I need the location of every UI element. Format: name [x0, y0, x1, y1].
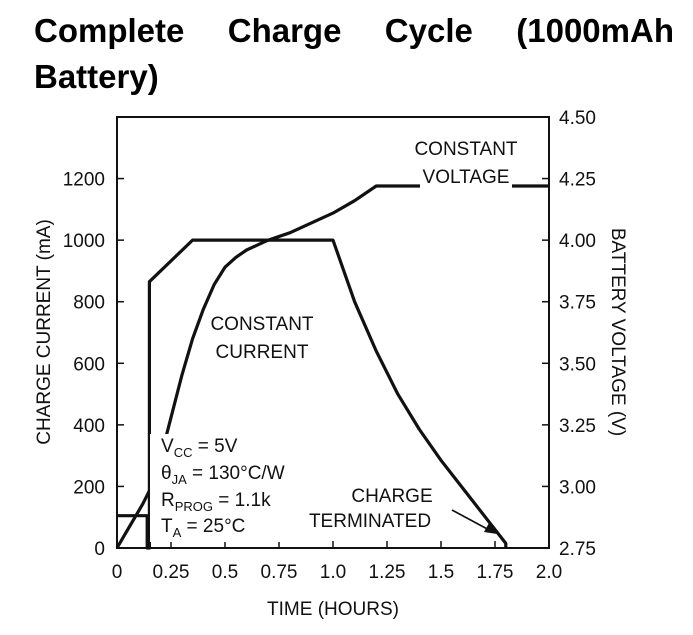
x-tick-label: 0.75	[261, 562, 298, 583]
annotation-constant-voltage-line1: CONSTANT	[414, 139, 517, 160]
annotation-constant-current-line2: CURRENT	[216, 342, 309, 363]
chart-title: Complete Charge Cycle (1000mAh Battery)	[34, 12, 674, 95]
x-tick-label: 0.25	[153, 562, 190, 583]
y-left-tick-label: 0	[94, 539, 105, 560]
y-right-tick-label: 3.00	[559, 477, 596, 498]
y-right-tick-label: 2.75	[559, 539, 596, 560]
condition-ta: TA = 25°C	[161, 516, 245, 540]
y-right-tick-label: 3.25	[559, 416, 596, 437]
conditions-block: VCC = 5V θJA = 130°C/W RPROG = 1.1k TA =…	[150, 434, 295, 542]
charge-current-line	[117, 238, 508, 550]
y-right-tick-label: 4.50	[559, 108, 596, 129]
y-axis-right-label: BATTERY VOLTAGE (V)	[607, 228, 628, 436]
x-tick-label: 1.25	[369, 562, 406, 583]
x-tick-label: 1.75	[477, 562, 514, 583]
y-right-tick-label: 3.50	[559, 354, 596, 375]
x-tick-label: 0	[112, 562, 123, 583]
annotation-terminated-arrow	[451, 509, 492, 532]
annotation-constant-current-line1: CONSTANT	[210, 314, 313, 335]
conditions-mask	[150, 434, 295, 542]
x-tick-label: 2.0	[536, 562, 562, 583]
condition-theta-ja: θJA = 130°C/W	[161, 463, 285, 487]
annotation-terminated-line1: CHARGE	[351, 486, 432, 507]
y-right-tick-label: 3.75	[559, 293, 596, 314]
x-tick-label: 1.0	[320, 562, 346, 583]
y-left-tick-label: 400	[73, 416, 105, 437]
condition-rprog: RPROG = 1.1k	[161, 490, 271, 514]
annotation-terminated-line2: TERMINATED	[309, 511, 431, 532]
y-left-tick-label: 600	[73, 354, 105, 375]
y-right-tick-label: 4.00	[559, 231, 596, 252]
annotation-terminated-mask	[306, 508, 436, 532]
annotation-constant-voltage-mask	[420, 166, 512, 188]
y-left-tick-label: 800	[73, 293, 105, 314]
y-left-tick-label: 200	[73, 477, 105, 498]
x-tick-label: 1.5	[428, 562, 454, 583]
y-axis-left-label: CHARGE CURRENT (mA)	[34, 219, 55, 445]
condition-vcc: VCC = 5V	[161, 436, 238, 460]
x-tick-label: 0.5	[212, 562, 238, 583]
y-left-tick-label: 1000	[63, 231, 105, 252]
annotation-terminated-arrowhead	[484, 523, 497, 534]
annotation-constant-voltage-line2: VOLTAGE	[423, 167, 510, 188]
y-left-tick-label: 1200	[63, 170, 105, 191]
x-axis-label: TIME (HOURS)	[267, 599, 399, 620]
y-right-tick-label: 4.25	[559, 170, 596, 191]
